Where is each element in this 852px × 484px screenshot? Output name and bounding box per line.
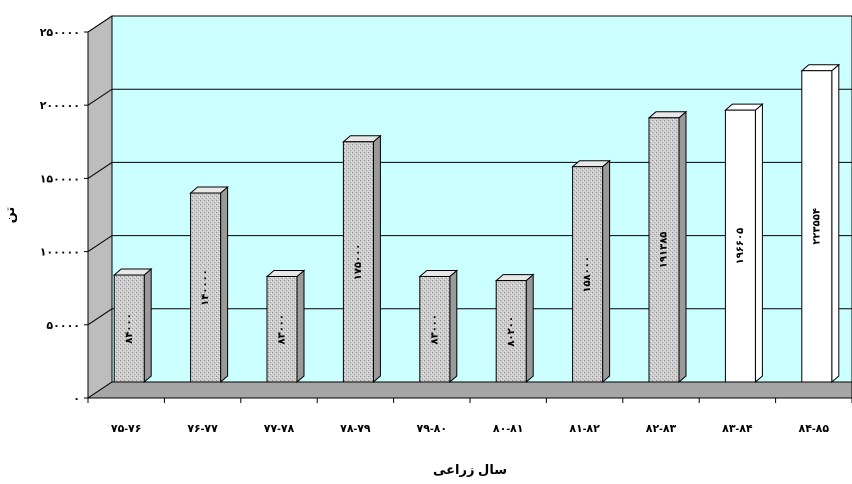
x-tick-label: ۸۴-۸۵ — [799, 423, 830, 435]
bar-top-face — [418, 269, 459, 277]
bar-front-face — [113, 274, 145, 383]
bar: ۸۳۰۰۰ — [418, 269, 459, 384]
y-tick-label: ۱۵۰۰۰۰ — [40, 173, 80, 185]
bar-side-face — [372, 134, 381, 384]
x-tick-label: ۸۰-۸۱ — [493, 423, 524, 435]
x-tick-label: ۷۵-۷۶ — [111, 423, 142, 435]
bar-front-face — [572, 166, 604, 383]
bar-side-face — [143, 267, 152, 384]
bar-front-face — [190, 192, 222, 383]
y-tick-label: ۵۰۰۰۰ — [46, 320, 80, 332]
bar: ۸۴۰۰۰ — [112, 267, 153, 384]
bar: ۸۰۲۰۰ — [494, 273, 535, 384]
bar-top-face — [342, 135, 382, 143]
bar-top-face — [189, 186, 229, 194]
x-tick-labels: ۷۵-۷۶ ۷۶-۷۷ ۷۷-۷۸ ۷۸-۷۹ ۷۹-۸۰ ۸۰-۸۱ ۸۱-۸۲ ۸۲-۸۳… — [111, 423, 829, 435]
bar-side-face — [449, 269, 458, 384]
bar-top-face — [494, 274, 535, 282]
bar: ۱۹۶۶۰۵ — [724, 103, 764, 384]
bar-top-face — [265, 269, 306, 277]
x-tick-label: ۸۱-۸۲ — [569, 423, 600, 435]
x-tick-label: ۷۷-۷۸ — [264, 423, 295, 435]
bar-data-label: ۲۲۳۵۵۴ — [811, 208, 822, 245]
bar-side-face — [754, 103, 763, 384]
bar-front-face — [266, 275, 298, 383]
bar-top-face — [647, 111, 688, 119]
gridline — [87, 15, 852, 33]
y-tick-label: ۱۰۰۰۰۰ — [40, 247, 80, 259]
bar-side-face — [296, 269, 305, 384]
bar: ۸۳۰۰۰ — [265, 269, 306, 384]
bar-top-face — [724, 103, 764, 111]
plot-floor — [86, 381, 852, 399]
bar-data-label: ۸۰۲۰۰ — [506, 316, 517, 347]
bar-front-face — [342, 141, 374, 383]
bar-top-face — [571, 160, 611, 168]
bar-data-label: ۱۵۸۰۰۰ — [582, 256, 593, 293]
x-axis-label: سال زراعی — [433, 462, 507, 477]
x-tick-label: ۷۹-۸۰ — [417, 423, 448, 435]
x-tick-label: ۸۲-۸۳ — [646, 423, 677, 435]
bar-side-face — [602, 159, 611, 384]
y-tick-label: ۲۰۰۰۰۰ — [40, 100, 80, 112]
bar-data-label: ۱۹۶۶۰۵ — [735, 228, 746, 265]
bar-top-face — [800, 64, 841, 72]
bar-front-face — [724, 109, 756, 383]
bar-side-face — [525, 273, 534, 384]
bar-data-label: ۸۴۰۰۰ — [124, 313, 135, 344]
bar-front-face — [495, 280, 527, 383]
x-tick-label: ۷۸-۷۹ — [340, 423, 371, 435]
bar-data-label: ۸۳۰۰۰ — [429, 314, 440, 345]
bar: ۱۹۱۳۸۵ — [647, 110, 688, 384]
bar-data-label: ۱۷۵۰۰۰ — [353, 244, 364, 281]
gridline — [87, 88, 852, 106]
x-tick-label: ۷۶-۷۷ — [187, 423, 218, 435]
plot-side-wall — [87, 15, 113, 399]
bar-data-label: ۱۴۰۰۰۰ — [200, 269, 211, 306]
y-tick-label: ۰ — [73, 393, 80, 405]
y-tick-labels: ۰ ۵۰۰۰۰ ۱۰۰۰۰۰ ۱۵۰۰۰۰ ۲۰۰۰۰۰ ۲۵۰۰۰۰ — [40, 27, 80, 405]
bar-side-face — [831, 63, 840, 384]
x-tick-label: ۸۳-۸۴ — [722, 423, 753, 435]
bar-front-face — [419, 275, 451, 383]
bar-front-face — [801, 70, 833, 383]
bar: ۱۵۸۰۰۰ — [571, 159, 611, 384]
bar-front-face — [648, 117, 680, 383]
bar: ۱۷۵۰۰۰ — [342, 134, 382, 384]
bar-top-face — [112, 268, 153, 276]
axes — [84, 31, 852, 403]
bar-side-face — [678, 110, 687, 384]
bar-data-label: ۱۹۱۳۸۵ — [659, 232, 670, 269]
bar-data-label: ۸۳۰۰۰ — [277, 314, 288, 345]
bar: ۱۴۰۰۰۰ — [189, 185, 229, 384]
y-tick-label: ۲۵۰۰۰۰ — [40, 27, 80, 39]
bars: ۸۴۰۰۰ ۱۴۰۰۰۰ ۸۳۰۰۰ ۱۷۵۰۰۰ ۸۳۰۰۰ ۸۰۲۰۰ ۱۵۸۰۰۰ ۱۹… — [112, 63, 841, 384]
bar-side-face — [220, 185, 229, 384]
y-axis-label: تن — [2, 207, 17, 224]
bar: ۲۲۳۵۵۴ — [800, 63, 841, 384]
